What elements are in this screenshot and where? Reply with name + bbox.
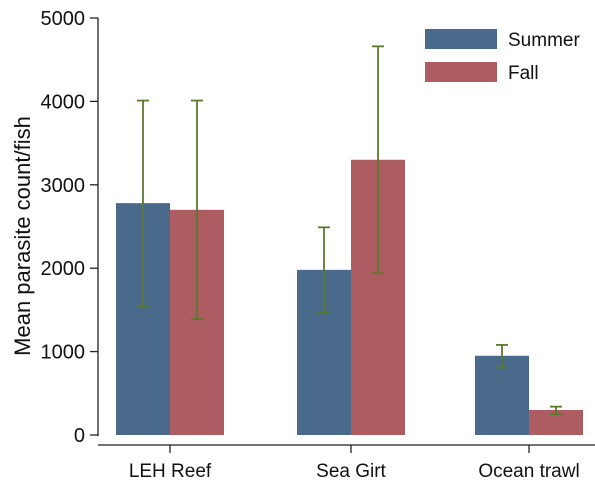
y-axis-title: Mean parasite count/fish — [10, 116, 35, 356]
legend: Summer Fall — [425, 29, 580, 84]
legend-swatch — [425, 62, 497, 82]
y-tick-label: 0 — [74, 425, 85, 447]
error-bar-fall-sea-girt — [372, 45, 384, 275]
y-tick-label: 2000 — [41, 258, 86, 280]
error-bar-summer-leh-reef — [137, 99, 149, 308]
error-bars-layer — [137, 45, 562, 416]
legend-swatch — [425, 29, 497, 49]
x-tick-label: Sea Girt — [316, 461, 386, 482]
x-tick-label: Ocean trawl — [478, 461, 579, 482]
y-tick-label: 3000 — [41, 175, 86, 197]
error-bar-summer-sea-girt — [318, 226, 330, 314]
legend-label: Summer — [508, 30, 580, 51]
bars-layer — [116, 159, 583, 435]
axes-layer: 0 1000 2000 3000 4000 5000 LEH Reef Sea Girt Oce… — [41, 8, 595, 482]
bar-summer-ocean-trawl — [475, 355, 529, 435]
error-bar-summer-ocean-trawl — [496, 344, 508, 369]
y-tick-label: 5000 — [41, 8, 86, 30]
x-tick-label: LEH Reef — [129, 461, 212, 482]
y-tick-label: 1000 — [41, 342, 86, 364]
error-bar-fall-ocean-trawl — [550, 405, 562, 416]
legend-item-summer: Summer — [425, 29, 580, 51]
legend-item-fall: Fall — [425, 62, 539, 84]
error-bar-fall-leh-reef — [191, 99, 203, 320]
legend-label: Fall — [508, 63, 539, 84]
y-tick-label: 4000 — [41, 91, 86, 113]
